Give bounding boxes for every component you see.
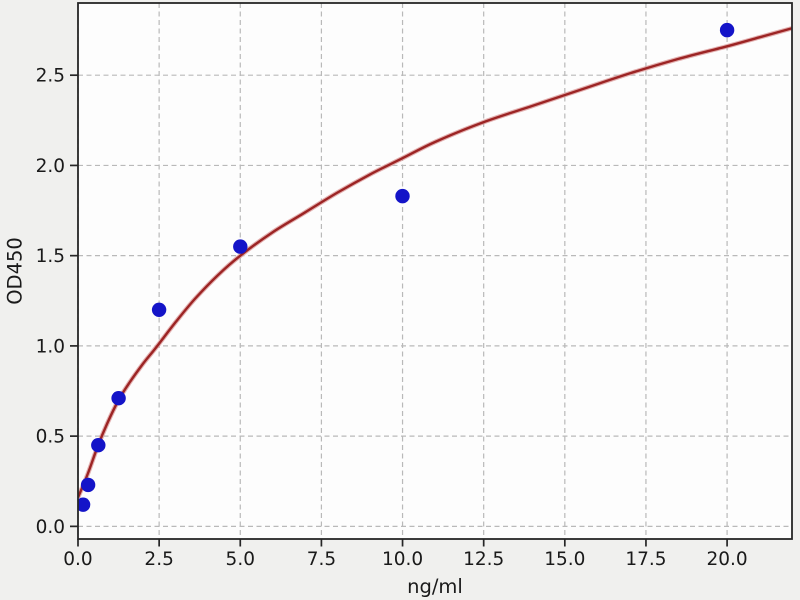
data-point	[719, 22, 735, 38]
plot-area	[78, 3, 792, 539]
data-point	[395, 188, 410, 204]
x-axis-label: ng/ml	[407, 575, 463, 598]
data-point	[233, 239, 248, 254]
gridlines	[77, 3, 792, 539]
y-tick-label: 2.5	[36, 66, 65, 87]
data-point	[78, 497, 91, 512]
y-axis-label: OD450	[4, 237, 27, 305]
x-tick-label: 7.5	[307, 549, 336, 570]
y-tick-label: 1.0	[36, 336, 65, 357]
x-tick-label: 0.0	[63, 549, 92, 570]
data-point	[91, 438, 106, 453]
y-tick-label: 2.0	[36, 156, 65, 177]
x-tick-label: 10.0	[382, 549, 423, 570]
tick-labels: 0.0 2.5 5.0 7.5 10.0 12.5 15.0 17.5 20.0 0.0 0.5 1.…	[36, 66, 748, 570]
x-tick-label: 20.0	[706, 549, 747, 570]
x-tick-label: 15.0	[544, 549, 585, 570]
y-tick-label: 1.5	[36, 246, 65, 267]
y-tick-label: 0.0	[36, 517, 65, 538]
x-tick-label: 5.0	[226, 549, 255, 570]
axes-spines	[77, 2, 793, 540]
data-point	[151, 302, 167, 317]
data-point	[111, 391, 126, 406]
x-tick-label: 17.5	[625, 549, 666, 570]
data-point	[80, 477, 96, 493]
y-tick-label: 0.5	[36, 427, 65, 448]
data-points	[78, 22, 735, 512]
tick-marks	[70, 74, 728, 547]
x-tick-label: 12.5	[463, 549, 504, 570]
x-tick-label: 2.5	[144, 549, 173, 570]
